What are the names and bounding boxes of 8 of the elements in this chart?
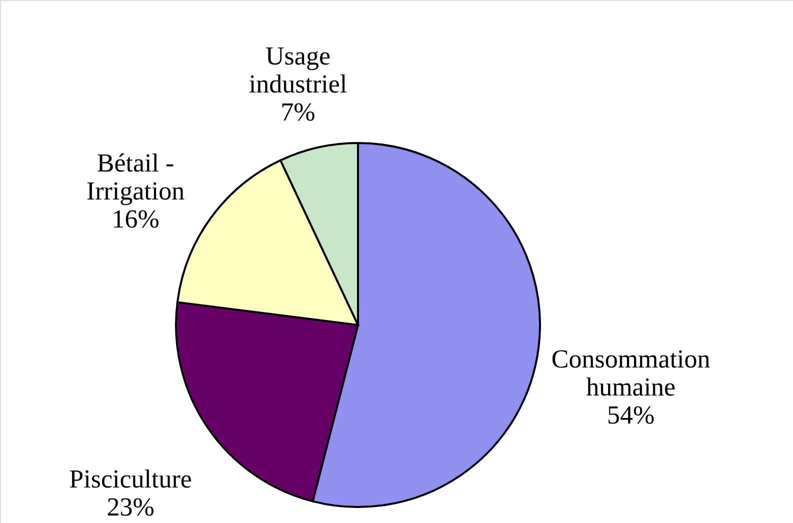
data-label: 23% bbox=[106, 492, 154, 522]
slice-label: Bétail - Irrigation bbox=[86, 148, 185, 206]
slice-label: Consommation humaine bbox=[551, 344, 710, 402]
data-label: 16% bbox=[112, 204, 160, 234]
data-label: 7% bbox=[280, 98, 316, 127]
slice-label: Usage industriel bbox=[248, 42, 348, 99]
data-label: 54% bbox=[606, 400, 655, 430]
slice-label: Pisciculture bbox=[69, 464, 192, 494]
